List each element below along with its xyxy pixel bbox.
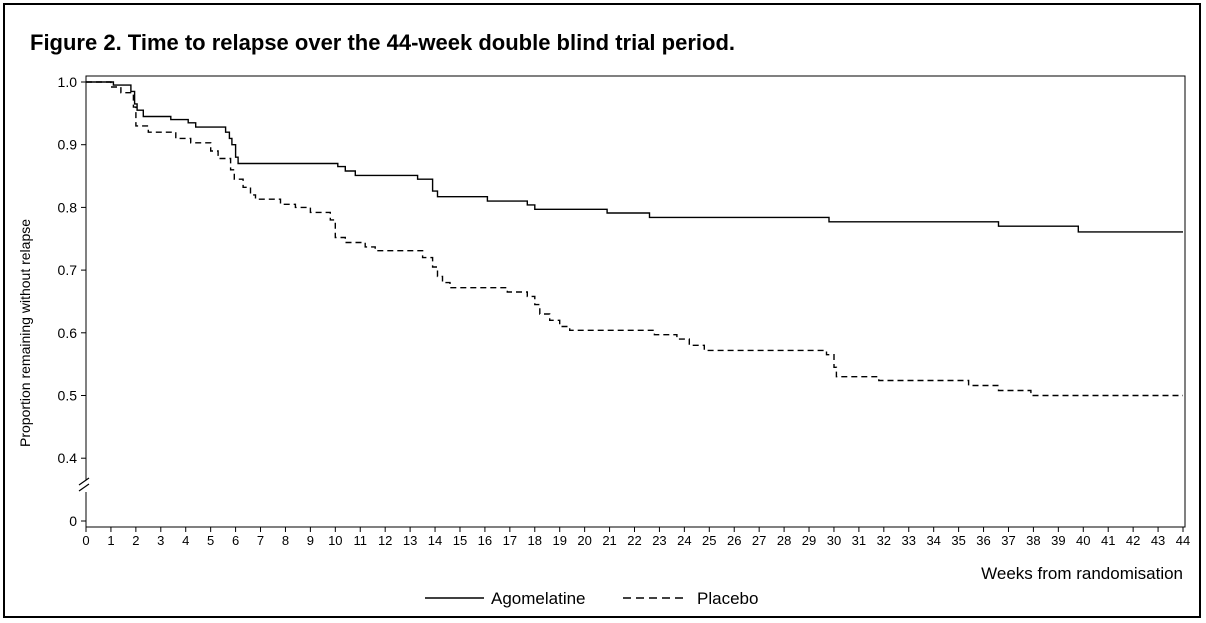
x-tick-label: 34 [926,533,940,548]
x-tick-label: 20 [577,533,591,548]
x-tick-label: 18 [528,533,542,548]
x-tick-label: 21 [602,533,616,548]
y-tick-label: 0.5 [58,388,78,404]
x-tick-label: 30 [827,533,841,548]
x-tick-label: 41 [1101,533,1115,548]
x-tick-label: 8 [282,533,289,548]
x-tick-label: 27 [752,533,766,548]
x-tick-label: 22 [627,533,641,548]
figure-title: Figure 2. Time to relapse over the 44-we… [30,30,735,55]
y-axis-label: Proportion remaining without relapse [17,219,33,447]
y-tick-label: 0.8 [58,199,78,215]
x-tick-label: 32 [877,533,891,548]
x-axis: 0 1 2 3 4 5 6 7 8 9 10 11 12 13 14 15 16 17 18 19 20 21 22 23 24… [82,527,1190,548]
x-tick-label: 44 [1176,533,1190,548]
y-tick-label: 0.7 [58,262,78,278]
x-tick-label: 23 [652,533,666,548]
legend-label-placebo: Placebo [697,589,758,608]
plot-area [85,75,1186,528]
x-tick-label: 36 [976,533,990,548]
x-tick-label: 9 [307,533,314,548]
x-tick-label: 10 [328,533,342,548]
y-axis: 1.0 0.9 0.8 0.7 0.6 0.5 0.4 0 [58,74,90,529]
x-tick-label: 43 [1151,533,1165,548]
y-tick-label: 0.6 [58,325,78,341]
axis-break-gap [80,480,90,492]
x-tick-label: 40 [1076,533,1090,548]
x-tick-label: 35 [951,533,965,548]
x-tick-label: 16 [478,533,492,548]
series-layer [86,81,1183,397]
x-tick-label: 3 [157,533,164,548]
x-tick-label: 25 [702,533,716,548]
legend: Agomelatine Placebo [425,589,758,608]
x-tick-label: 15 [453,533,467,548]
x-tick-label: 37 [1001,533,1015,548]
x-tick-label: 17 [503,533,517,548]
x-tick-label: 39 [1051,533,1065,548]
figure-frame [3,3,1201,618]
x-tick-label: 2 [132,533,139,548]
x-tick-label: 26 [727,533,741,548]
x-tick-label: 28 [777,533,791,548]
x-tick-label: 24 [677,533,691,548]
x-tick-label: 4 [182,533,189,548]
x-axis-label: Weeks from randomisation [981,564,1183,583]
x-tick-label: 33 [902,533,916,548]
x-tick-label: 0 [82,533,89,548]
series-line-agomelatine [86,81,1183,233]
x-tick-label: 12 [378,533,392,548]
legend-label-agomelatine: Agomelatine [491,589,586,608]
y-tick-label: 0 [69,513,77,529]
x-tick-label: 14 [428,533,442,548]
y-tick-label: 1.0 [58,74,78,90]
y-tick-label: 0.4 [58,450,78,466]
x-tick-label: 7 [257,533,264,548]
x-tick-label: 19 [552,533,566,548]
y-tick-label: 0.9 [58,137,78,153]
x-tick-label: 1 [107,533,114,548]
x-tick-label: 5 [207,533,214,548]
x-tick-label: 42 [1126,533,1140,548]
x-tick-label: 13 [403,533,417,548]
x-tick-label: 38 [1026,533,1040,548]
x-tick-label: 11 [354,533,368,548]
x-tick-label: 29 [802,533,816,548]
axis-break-mark [78,483,90,492]
x-tick-label: 31 [852,533,866,548]
series-line-placebo [86,81,1183,397]
axis-break-mark [78,477,90,486]
x-tick-label: 6 [232,533,239,548]
